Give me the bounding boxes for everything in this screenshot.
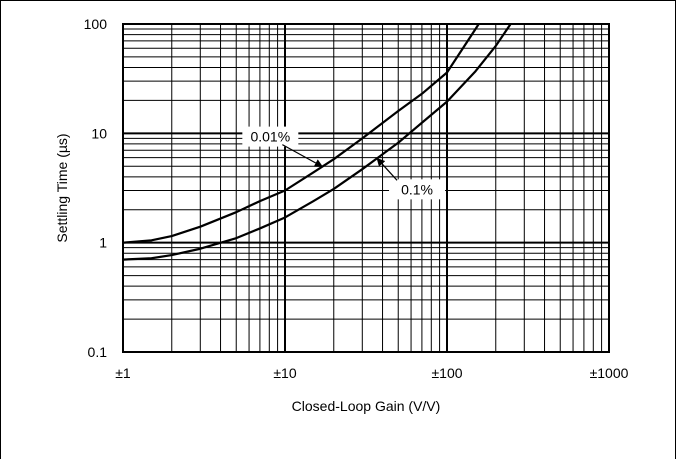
x-tick-labels: ±1 ±10 ±100 ±1000 [115,365,628,381]
y-tick-label: 10 [91,125,107,141]
x-tick-label: ±1000 [590,365,629,381]
annotation-label-bg [389,179,446,200]
annotation-arrow [282,144,324,168]
curve-0-1-percent [122,23,512,261]
y-tick-labels: 0.1 1 10 100 [84,16,108,360]
annotations: 0.01% 0.1% [242,126,446,200]
x-tick-label: ±1 [115,365,131,381]
x-tick-label: ±10 [273,365,296,381]
curve-0-01-percent [122,23,480,244]
x-axis-label: Closed-Loop Gain (V/V) [292,398,441,414]
annotation-label: 0.01% [250,129,290,145]
annotation-arrow [376,157,398,181]
annotation-label: 0.1% [401,181,433,197]
y-tick-label: 100 [84,16,108,32]
curves [122,23,512,261]
annotation-label-bg [242,126,299,147]
major-gridlines [123,24,609,352]
y-tick-label: 1 [99,235,107,251]
x-tick-label: ±100 [431,365,462,381]
y-tick-label: 0.1 [88,344,108,360]
plot-area-border [122,23,610,353]
minor-gridlines [123,24,609,352]
y-axis-label: Settling Time (µs) [54,133,70,242]
